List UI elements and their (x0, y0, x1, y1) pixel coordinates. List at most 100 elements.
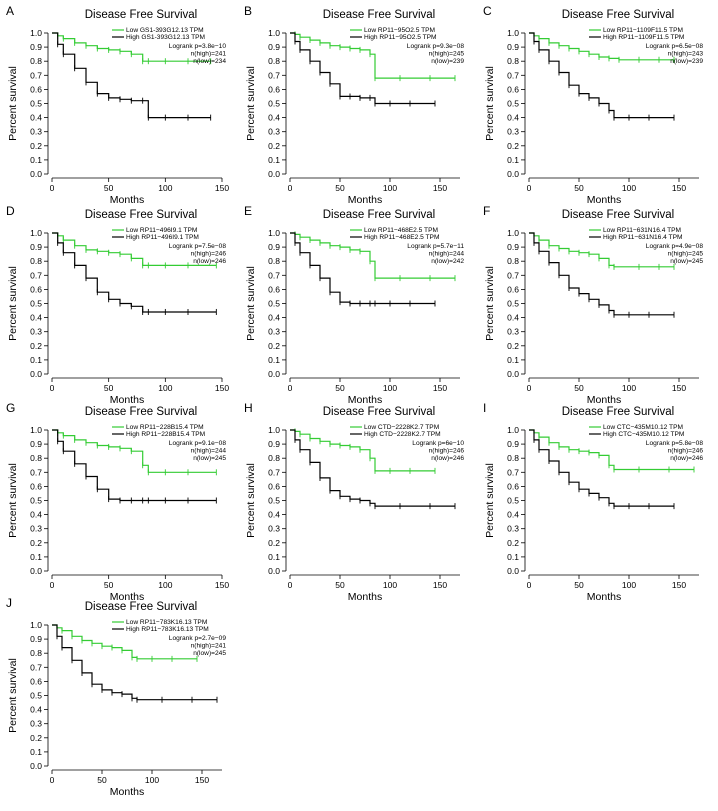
x-tick-label: 150 (672, 383, 686, 393)
stat-annotation: Logrank p=5.8e−08 (646, 440, 704, 447)
legend-label: Low CTC−435M10.12 TPM (603, 424, 683, 431)
x-tick-label: 50 (104, 383, 114, 393)
y-axis-label: Percent survival (245, 266, 257, 341)
km-panel-h: H Disease Free Survival 0.0 0.1 0.2 0.3 0.4 0.5… (244, 401, 464, 603)
chart-title: Disease Free Survival (85, 209, 197, 221)
y-tick-label: 0.8 (30, 648, 42, 658)
legend-label: High RP11−1109F11.5 TPM (603, 34, 684, 41)
stat-annotation: n(high)=244 (429, 251, 465, 258)
km-panel-i: I Disease Free Survival 0.0 0.1 0.2 0.3 0.4 0.5… (483, 401, 703, 603)
y-tick-label: 0.5 (30, 99, 42, 109)
y-tick-label: 0.2 (268, 538, 280, 548)
y-tick-label: 0.3 (268, 127, 280, 137)
y-tick-label: 0.7 (268, 70, 280, 80)
y-tick-label: 0.1 (268, 155, 280, 165)
stat-annotation: n(high)=246 (429, 448, 465, 455)
y-tick-label: 0.9 (30, 634, 42, 644)
stat-annotation: n(low)=239 (431, 58, 464, 65)
legend-label: Low RP11−631N16.4 TPM (603, 227, 681, 234)
stat-annotation: Logrank p=5.7e−11 (407, 243, 464, 250)
y-tick-label: 1.0 (507, 228, 519, 238)
y-tick-label: 0.2 (268, 341, 280, 351)
stat-annotation: n(low)=245 (193, 650, 226, 657)
y-tick-label: 0.5 (507, 496, 519, 506)
x-axis-label: Months (110, 194, 144, 206)
stat-annotation: n(high)=241 (191, 643, 227, 650)
stat-annotation: n(high)=245 (429, 51, 465, 58)
legend-label: High RP11−468E2.5 TPM (364, 234, 439, 241)
y-tick-label: 0.8 (268, 56, 280, 66)
x-tick-label: 0 (50, 383, 55, 393)
y-tick-label: 0.0 (30, 369, 42, 379)
x-tick-label: 100 (383, 383, 397, 393)
y-tick-label: 0.1 (268, 355, 280, 365)
x-tick-label: 150 (215, 183, 229, 193)
stat-annotation: Logrank p=4.9e−08 (646, 243, 704, 250)
chart-title: Disease Free Survival (323, 9, 435, 21)
x-tick-label: 0 (288, 183, 293, 193)
y-tick-label: 0.1 (507, 552, 519, 562)
x-tick-label: 50 (335, 383, 345, 393)
x-axis-label: Months (587, 194, 621, 206)
y-tick-label: 0.6 (507, 481, 519, 491)
y-axis-label: Percent survival (484, 66, 496, 141)
y-tick-label: 0.2 (30, 733, 42, 743)
x-tick-label: 150 (195, 775, 209, 785)
y-tick-label: 0.3 (30, 719, 42, 729)
y-tick-label: 0.9 (268, 242, 280, 252)
stat-annotation: n(low)=245 (193, 455, 226, 462)
legend-label: High CTD−2228K2.7 TPM (364, 431, 441, 438)
legend-label: Low RP11−468E2.5 TPM (364, 227, 438, 234)
y-tick-label: 0.4 (30, 705, 42, 715)
x-tick-label: 150 (215, 383, 229, 393)
x-tick-label: 0 (50, 183, 55, 193)
y-tick-label: 0.7 (507, 70, 519, 80)
panel-letter: G (6, 401, 15, 415)
x-axis-label: Months (110, 591, 144, 603)
stat-annotation: Logrank p=9.3e−08 (407, 43, 465, 50)
x-tick-label: 100 (145, 775, 159, 785)
y-tick-label: 0.8 (30, 56, 42, 66)
chart-title: Disease Free Survival (323, 209, 435, 221)
y-tick-label: 0.3 (30, 524, 42, 534)
y-tick-label: 0.4 (507, 313, 519, 323)
legend-label: Low RP11−228B15.4 TPM (126, 424, 204, 431)
x-tick-label: 100 (622, 383, 636, 393)
legend-label: High GS1-393G12.13 TPM (126, 34, 205, 41)
y-tick-label: 0.4 (268, 313, 280, 323)
y-tick-label: 0.8 (507, 56, 519, 66)
legend-label: Low RP11−496I9.1 TPM (126, 227, 197, 234)
stat-annotation: Logrank p=2.7e−09 (169, 635, 227, 642)
x-tick-label: 150 (672, 580, 686, 590)
y-tick-label: 0.3 (268, 327, 280, 337)
y-tick-label: 0.8 (507, 256, 519, 266)
y-tick-label: 0.4 (507, 113, 519, 123)
y-tick-label: 0.2 (30, 341, 42, 351)
y-tick-label: 0.3 (507, 327, 519, 337)
y-tick-label: 0.5 (268, 496, 280, 506)
x-tick-label: 50 (574, 183, 584, 193)
x-tick-label: 150 (215, 580, 229, 590)
survival-curve-high (52, 232, 217, 313)
chart-title: Disease Free Survival (562, 9, 674, 21)
y-tick-label: 0.5 (268, 299, 280, 309)
stat-annotation: Logrank p=9.1e−08 (169, 440, 227, 447)
y-tick-label: 0.1 (268, 552, 280, 562)
legend-label: Low RP11−95O2.5 TPM (364, 27, 435, 34)
y-tick-label: 0.5 (30, 691, 42, 701)
y-axis-label: Percent survival (7, 66, 19, 141)
x-tick-label: 150 (433, 580, 447, 590)
survival-curve-high (52, 32, 211, 119)
y-tick-label: 0.4 (30, 113, 42, 123)
y-tick-label: 0.1 (30, 355, 42, 365)
y-axis-label: Percent survival (7, 658, 19, 733)
x-tick-label: 0 (50, 580, 55, 590)
legend-label: High RP11−783K16.13 TPM (126, 626, 209, 633)
y-tick-label: 1.0 (30, 425, 42, 435)
y-tick-label: 0.3 (507, 127, 519, 137)
x-tick-label: 0 (527, 183, 532, 193)
y-tick-label: 0.4 (507, 510, 519, 520)
y-tick-label: 0.0 (30, 169, 42, 179)
chart-title: Disease Free Survival (562, 406, 674, 418)
y-tick-label: 0.9 (30, 242, 42, 252)
